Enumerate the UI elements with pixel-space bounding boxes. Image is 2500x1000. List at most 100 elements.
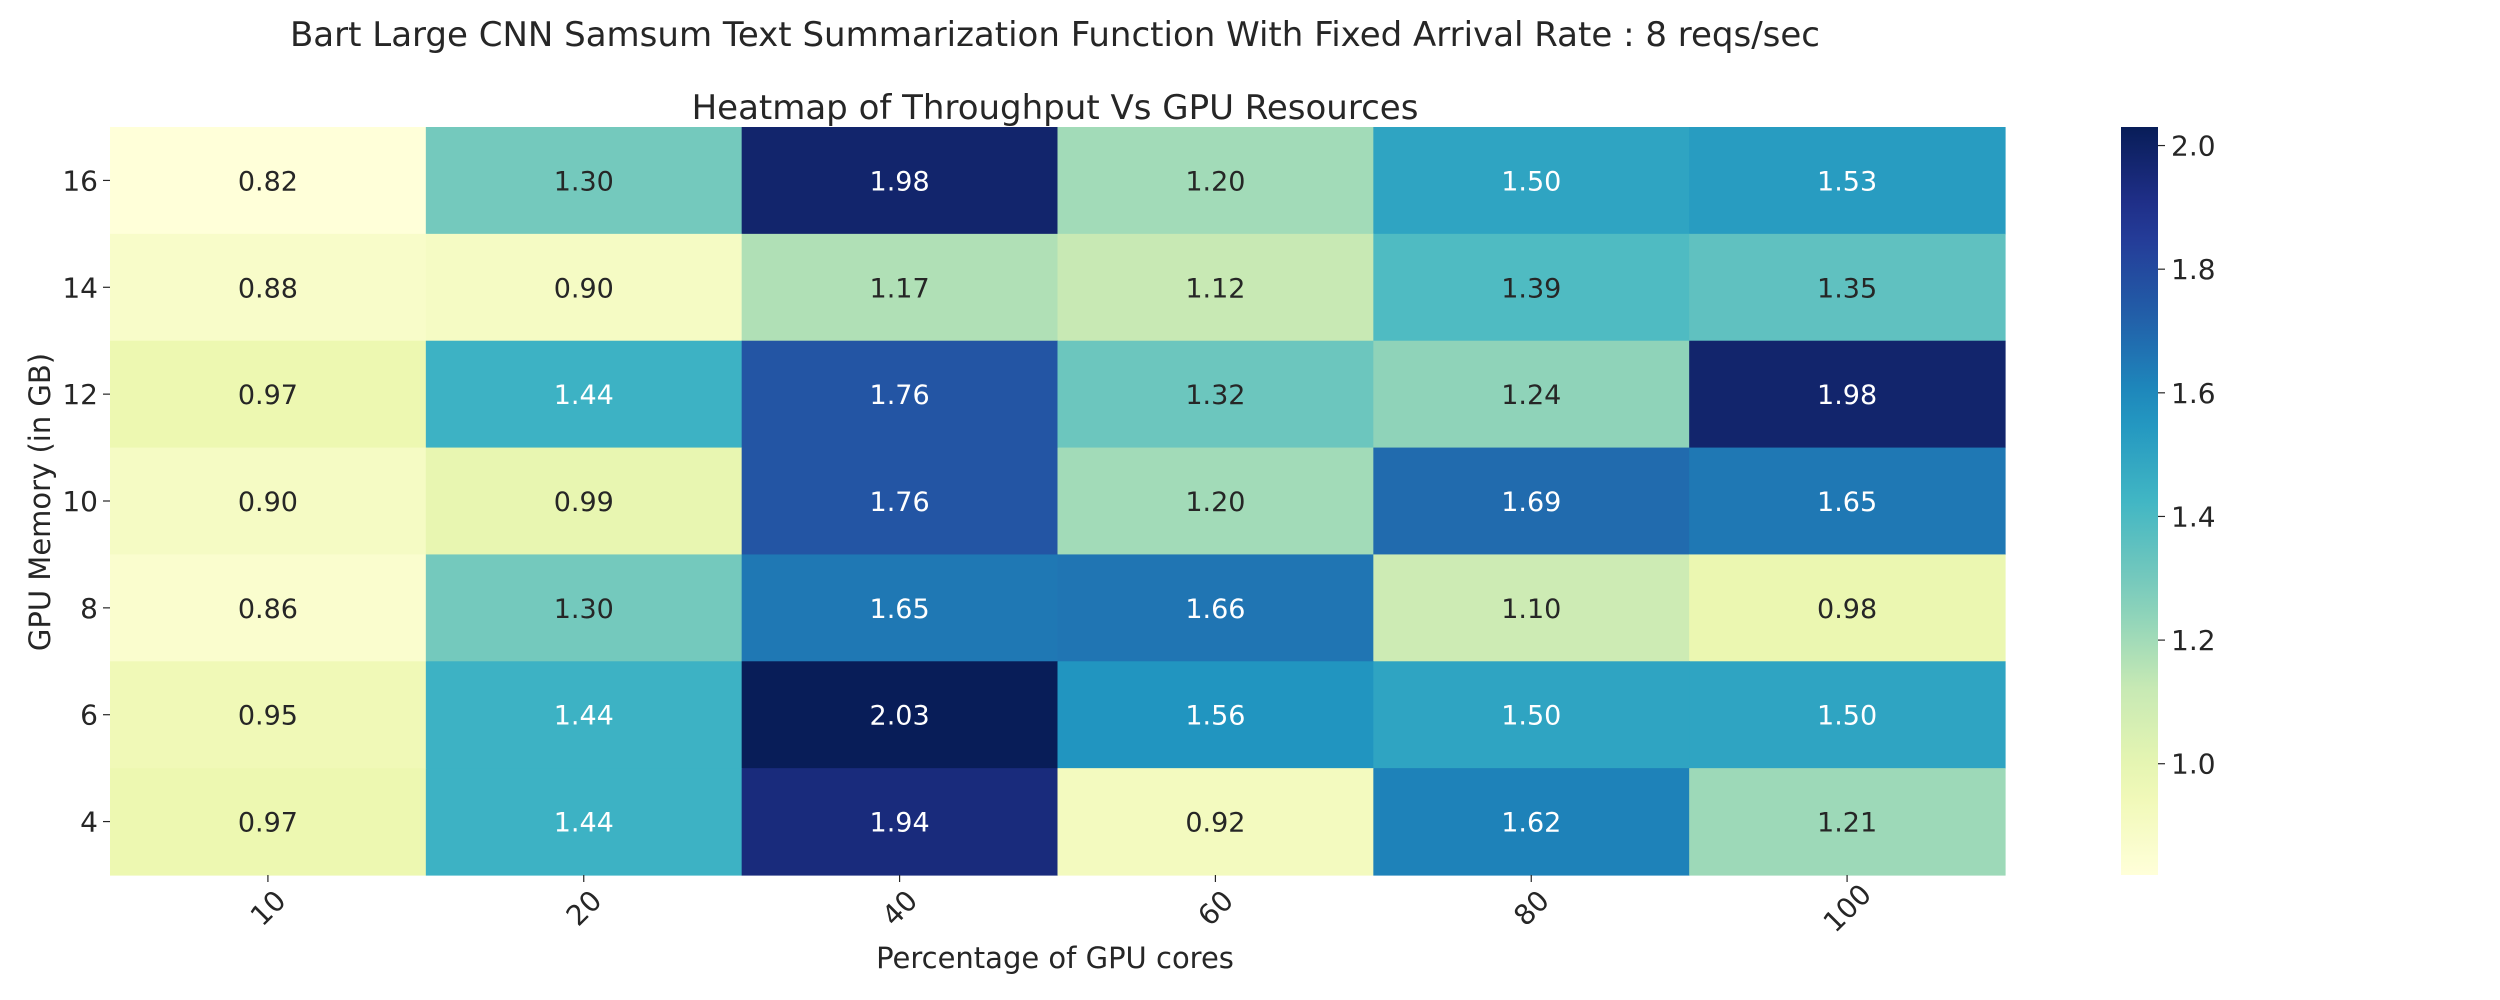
x-tick-label: 60 [1191, 884, 1240, 933]
cell-value-label: 1.50 [1501, 166, 1561, 197]
cell-value-label: 1.98 [1817, 380, 1877, 411]
cell-value-label: 1.62 [1501, 808, 1561, 839]
heatmap-cell [1689, 127, 2006, 235]
heatmap-cell [741, 447, 1059, 556]
heatmap-cell [1373, 233, 1690, 342]
cell-value-label: 1.94 [870, 808, 930, 839]
y-tick-label: 12 [62, 378, 98, 411]
cell-value-label: 1.76 [870, 487, 930, 518]
heatmap-cell [741, 233, 1059, 342]
cell-value-label: 1.50 [1501, 701, 1561, 732]
cell-value-label: 0.86 [238, 594, 298, 625]
cell-value-label: 1.12 [1185, 273, 1245, 304]
heatmap-cell [741, 768, 1059, 876]
heatmap-cell [425, 447, 743, 556]
colorbar-tick-label: 1.4 [2171, 500, 2216, 533]
cell-value-label: 1.35 [1817, 273, 1877, 304]
cell-value-label: 1.44 [554, 701, 614, 732]
heatmap-cell [110, 127, 427, 235]
cell-value-label: 1.44 [554, 808, 614, 839]
y-tick-label: 14 [62, 271, 98, 304]
colorbar-tick-label: 1.2 [2171, 624, 2216, 657]
cell-value-label: 1.32 [1185, 380, 1245, 411]
cell-value-label: 1.39 [1501, 273, 1561, 304]
colorbar-tick-label: 1.8 [2171, 253, 2216, 286]
colorbar [2121, 127, 2158, 875]
heatmap-cell [425, 233, 743, 342]
x-tick-label: 100 [1817, 878, 1878, 939]
y-tick-label: 8 [80, 592, 98, 625]
heatmap-cell [110, 661, 427, 769]
x-tick-label: 10 [244, 884, 293, 933]
heatmap-cell [1373, 447, 1690, 556]
heatmap-cell [741, 661, 1059, 769]
cell-value-label: 1.44 [554, 380, 614, 411]
cell-value-label: 0.98 [1817, 594, 1877, 625]
cell-value-label: 0.95 [238, 701, 298, 732]
heatmap-cell [1057, 768, 1374, 876]
cell-value-label: 2.03 [870, 701, 930, 732]
cell-value-label: 0.97 [238, 808, 298, 839]
colorbar-tick-label: 1.0 [2171, 748, 2216, 781]
heatmap-cell [1689, 661, 2006, 769]
x-tick-label: 80 [1507, 884, 1556, 933]
cell-value-label: 1.65 [870, 594, 930, 625]
x-axis-label: Percentage of GPU cores [876, 941, 1234, 975]
heatmap-cell [741, 340, 1059, 449]
x-tick-label: 40 [876, 884, 925, 933]
cell-value-label: 1.21 [1817, 808, 1877, 839]
cell-value-label: 1.65 [1817, 487, 1877, 518]
colorbar-ticks: 1.0 1.2 1.4 1.6 1.8 2.0 [2158, 130, 2216, 781]
cell-value-label: 0.90 [238, 487, 298, 518]
y-tick-label: 4 [80, 806, 98, 839]
cell-value-label: 1.10 [1501, 594, 1561, 625]
heatmap-cell [1057, 127, 1374, 235]
heatmap-cell [1373, 340, 1690, 449]
heatmap-cell [425, 661, 743, 769]
heatmap-cell [110, 447, 427, 556]
heatmap-cell [741, 127, 1059, 235]
y-tick-label: 16 [62, 164, 98, 197]
heatmap-cell [741, 554, 1059, 662]
heatmap-cell [425, 768, 743, 876]
heatmap-cell [110, 233, 427, 342]
heatmap-cell [1057, 447, 1374, 556]
cell-value-label: 1.56 [1185, 701, 1245, 732]
heatmap-cell [1373, 768, 1690, 876]
heatmap-cell [110, 554, 427, 662]
heatmap-cell [1689, 447, 2006, 556]
colorbar-tick-label: 1.6 [2171, 377, 2216, 410]
heatmap-cells [110, 127, 2006, 876]
cell-annotations: 0.82 1.30 1.98 1.20 1.50 1.53 0.88 0.90 1.17 1.12… [238, 166, 1877, 838]
cell-value-label: 1.20 [1185, 166, 1245, 197]
colorbar-tick-label: 2.0 [2171, 130, 2216, 163]
chart-title: Heatmap of Throughput Vs GPU Resources [692, 88, 1419, 128]
cell-value-label: 0.97 [238, 380, 298, 411]
heatmap-cell [425, 340, 743, 449]
cell-value-label: 1.50 [1817, 701, 1877, 732]
cell-value-label: 1.76 [870, 380, 930, 411]
cell-value-label: 1.24 [1501, 380, 1561, 411]
heatmap-cell [1057, 233, 1374, 342]
heatmap-cell [1373, 554, 1690, 662]
cell-value-label: 0.82 [238, 166, 298, 197]
cell-value-label: 1.17 [870, 273, 930, 304]
heatmap-cell [1057, 661, 1374, 769]
heatmap-cell [1373, 127, 1690, 235]
cell-value-label: 1.20 [1185, 487, 1245, 518]
cell-value-label: 1.30 [554, 166, 614, 197]
heatmap-cell [110, 768, 427, 876]
cell-value-label: 0.90 [554, 273, 614, 304]
heatmap-cell [1373, 661, 1690, 769]
cell-value-label: 0.88 [238, 273, 298, 304]
y-axis-ticks: 16 14 12 10 8 6 4 [62, 164, 110, 839]
cell-value-label: 0.99 [554, 487, 614, 518]
heatmap-cell [1689, 340, 2006, 449]
heatmap-cell [1057, 554, 1374, 662]
heatmap-cell [1689, 554, 2006, 662]
chart-suptitle: Bart Large CNN Samsum Text Summarization… [290, 15, 1820, 55]
heatmap-cell [1689, 233, 2006, 342]
heatmap-cell [425, 554, 743, 662]
